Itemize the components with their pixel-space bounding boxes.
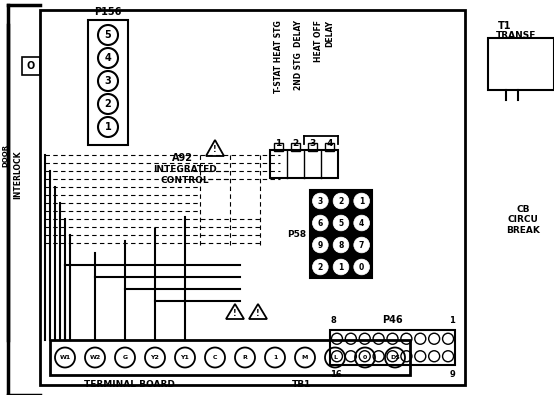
Circle shape [312, 193, 328, 209]
Bar [40, 10, 465, 385]
Text: 2: 2 [338, 196, 343, 205]
Circle shape [354, 193, 370, 209]
Text: INTERLOCK: INTERLOCK [13, 151, 23, 199]
Text: !: ! [256, 308, 260, 318]
Circle shape [333, 215, 349, 231]
Bar [50, 340, 410, 375]
Text: 1: 1 [275, 139, 281, 147]
Text: G: G [122, 355, 127, 360]
Bar [330, 330, 455, 365]
Bar [274, 143, 283, 151]
Text: W2: W2 [89, 355, 101, 360]
Text: DOOR: DOOR [2, 143, 8, 167]
Text: 2ND STG  DELAY: 2ND STG DELAY [294, 20, 302, 90]
Circle shape [333, 259, 349, 275]
Text: 1: 1 [359, 196, 365, 205]
Text: 5: 5 [105, 30, 111, 40]
Bar [325, 143, 334, 151]
Bar [22, 57, 40, 75]
Circle shape [333, 193, 349, 209]
Text: 5: 5 [338, 218, 343, 228]
Bar [270, 150, 338, 178]
Text: TERMINAL BOARD: TERMINAL BOARD [84, 380, 175, 389]
Bar [308, 143, 317, 151]
Text: 1: 1 [105, 122, 111, 132]
Circle shape [312, 259, 328, 275]
Text: A92: A92 [172, 153, 193, 163]
Text: 1: 1 [449, 316, 455, 325]
Text: 2: 2 [293, 139, 299, 147]
Text: DELAY: DELAY [326, 20, 335, 47]
Text: 3: 3 [105, 76, 111, 86]
Circle shape [312, 237, 328, 253]
Text: 4: 4 [105, 53, 111, 63]
Text: 9: 9 [449, 370, 455, 379]
Text: 2: 2 [105, 99, 111, 109]
Text: T1: T1 [498, 21, 512, 31]
Circle shape [333, 237, 349, 253]
Text: 0: 0 [363, 355, 367, 360]
Text: 16: 16 [330, 370, 342, 379]
Text: W1: W1 [59, 355, 70, 360]
Circle shape [312, 215, 328, 231]
Text: 8: 8 [330, 316, 336, 325]
Bar [88, 20, 128, 145]
Circle shape [354, 237, 370, 253]
Text: C: C [213, 355, 217, 360]
Text: Y2: Y2 [151, 355, 160, 360]
Text: 9: 9 [317, 241, 323, 250]
Text: DS: DS [390, 355, 400, 360]
Text: 4: 4 [359, 218, 365, 228]
Circle shape [354, 259, 370, 275]
Text: 7: 7 [359, 241, 365, 250]
Text: CB
CIRCU
BREAK: CB CIRCU BREAK [506, 205, 540, 235]
Text: 0: 0 [359, 263, 365, 271]
Text: M: M [302, 355, 308, 360]
Text: 8: 8 [338, 241, 343, 250]
Text: L: L [333, 355, 337, 360]
Circle shape [354, 215, 370, 231]
Text: TB1: TB1 [293, 380, 312, 389]
Text: P156: P156 [94, 7, 122, 17]
Text: P46: P46 [382, 315, 403, 325]
Text: 4: 4 [326, 139, 333, 147]
Text: T-STAT HEAT STG: T-STAT HEAT STG [274, 20, 283, 93]
Text: 3: 3 [309, 139, 316, 147]
Text: TRANSF: TRANSF [496, 31, 536, 40]
Bar [310, 190, 372, 278]
Bar [291, 143, 300, 151]
Text: O: O [27, 61, 35, 71]
Text: 2: 2 [317, 263, 323, 271]
Text: P58: P58 [287, 229, 306, 239]
Text: 6: 6 [317, 218, 323, 228]
Bar [488, 38, 554, 90]
Text: R: R [243, 355, 248, 360]
Text: !: ! [233, 308, 237, 318]
Text: INTEGRATED
CONTROL: INTEGRATED CONTROL [153, 165, 217, 185]
Text: 3: 3 [317, 196, 323, 205]
Text: 1: 1 [338, 263, 343, 271]
Text: 1: 1 [273, 355, 277, 360]
Text: !: ! [213, 145, 217, 154]
Text: Y1: Y1 [181, 355, 189, 360]
Text: HEAT OFF: HEAT OFF [314, 20, 322, 62]
